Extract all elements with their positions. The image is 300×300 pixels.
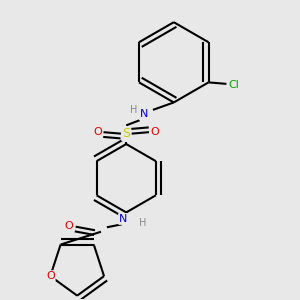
Text: H: H [130, 106, 137, 116]
Text: H: H [139, 218, 146, 228]
Text: O: O [64, 221, 73, 231]
Text: S: S [122, 127, 130, 140]
Text: O: O [150, 127, 159, 137]
Text: Cl: Cl [228, 80, 239, 90]
Text: N: N [119, 214, 128, 224]
Text: N: N [140, 109, 148, 119]
Text: O: O [94, 127, 102, 137]
Text: O: O [46, 271, 55, 281]
